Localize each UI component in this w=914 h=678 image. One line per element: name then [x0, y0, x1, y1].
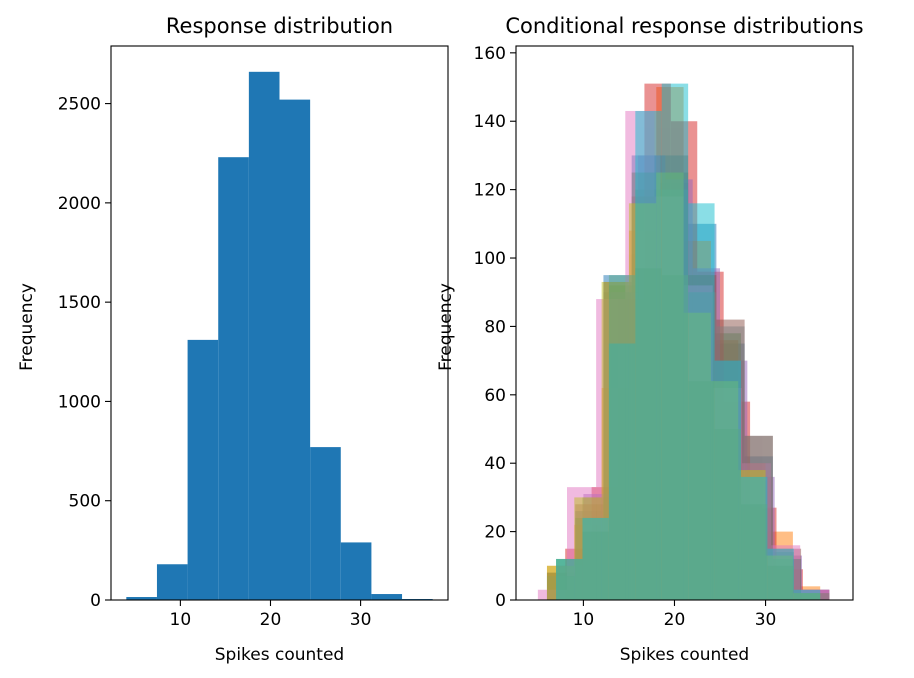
- series-10-bar-4: [661, 275, 689, 600]
- y-tick-label: 20: [484, 523, 506, 543]
- y-tick-label: 2000: [58, 194, 101, 214]
- y-axis-ticks: 0 20 40 60 80 100 120 140 160: [474, 44, 516, 611]
- series-10-bar-3: [635, 268, 662, 600]
- x-axis-ticks: 10 20 30: [170, 600, 372, 630]
- chart-title: Response distribution: [166, 14, 393, 38]
- y-tick-label: 120: [474, 181, 506, 201]
- y-tick-label: 0: [495, 591, 506, 611]
- y-axis-label: Frequency: [436, 283, 456, 371]
- x-tick-label: 10: [170, 610, 192, 630]
- y-tick-label: 60: [484, 386, 506, 406]
- series-10-bar-0: [556, 558, 583, 600]
- x-tick-label: 10: [573, 610, 595, 630]
- plot-frame: [110, 45, 449, 601]
- histogram-bars: [537, 83, 830, 601]
- x-tick-label: 30: [350, 610, 372, 630]
- series-10: [556, 268, 821, 600]
- x-axis-label: Spikes counted: [215, 645, 344, 665]
- series-10-bar-6: [714, 429, 741, 600]
- histogram-bar-2: [187, 339, 219, 600]
- chart-response-distribution: 10 20 30 0 500 1000 1500 2000 2500 Response dis…: [17, 14, 449, 665]
- series-10-bar-2: [608, 275, 636, 600]
- histogram-bar-4: [248, 71, 280, 601]
- series-10-bar-9: [793, 593, 821, 600]
- series-10-bar-7: [740, 504, 768, 600]
- series-10-bar-1: [582, 531, 609, 600]
- y-tick-label: 100: [474, 249, 506, 269]
- x-tick-label: 20: [260, 610, 282, 630]
- x-axis-ticks: 10 20 30: [573, 600, 777, 630]
- y-axis-label: Frequency: [17, 283, 37, 371]
- x-axis-label: Spikes counted: [620, 645, 749, 665]
- histogram-bar-8: [371, 594, 403, 600]
- y-tick-label: 1500: [58, 293, 101, 313]
- histogram-bar-0: [126, 597, 157, 600]
- y-tick-label: 140: [474, 112, 506, 132]
- plot-frame: [515, 45, 854, 601]
- histogram-bar-5: [279, 99, 311, 600]
- chart-title: Conditional response distributions: [505, 14, 863, 38]
- x-tick-label: 30: [755, 610, 777, 630]
- y-tick-label: 40: [484, 454, 506, 474]
- y-tick-label: 0: [90, 591, 101, 611]
- histogram-bar-7: [340, 542, 372, 600]
- histogram-bar-6: [310, 447, 341, 600]
- histogram-bar-1: [156, 564, 188, 600]
- histogram-bars: [126, 71, 433, 601]
- y-tick-label: 2500: [58, 95, 101, 115]
- series-10-bar-5: [688, 381, 715, 600]
- y-tick-label: 80: [484, 317, 506, 337]
- x-tick-label: 20: [664, 610, 686, 630]
- histogram-bar-3: [218, 157, 249, 600]
- chart-conditional-response-distributions: 10 20 30 0 20 40 60 80 100 120 140 160 Conditional…: [436, 14, 864, 665]
- series-10-bar-8: [767, 565, 794, 600]
- y-tick-label: 160: [474, 44, 506, 64]
- y-tick-label: 500: [69, 492, 101, 512]
- y-axis-ticks: 0 500 1000 1500 2000 2500: [58, 95, 111, 611]
- y-tick-label: 1000: [58, 392, 101, 412]
